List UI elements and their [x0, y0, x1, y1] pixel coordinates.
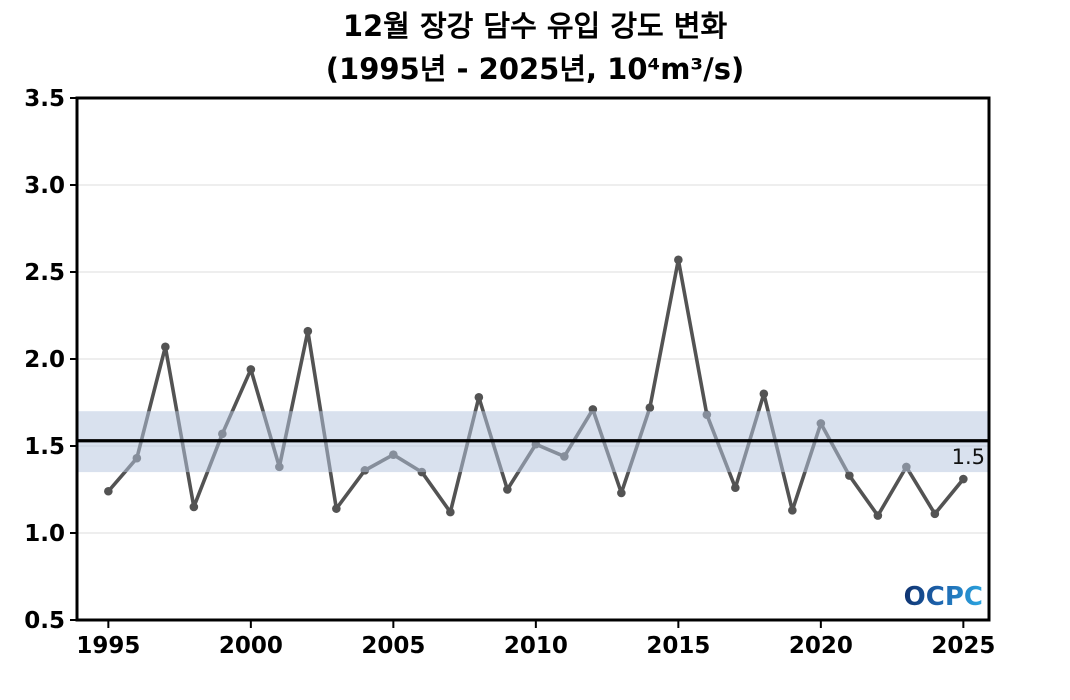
x-tick-label: 2010	[504, 633, 568, 659]
data-point	[930, 509, 940, 519]
y-tick-label: 3.5	[24, 86, 65, 112]
data-point	[845, 471, 854, 480]
data-point	[446, 507, 455, 517]
data-point	[617, 488, 626, 498]
y-tick-label: 1.0	[24, 521, 65, 547]
data-point	[104, 486, 113, 496]
y-tick-label: 3.0	[24, 173, 65, 199]
data-point	[189, 502, 199, 512]
chart-title: 12월 장강 담수 유입 강도 변화 (1995년 - 2025년, 10⁴m³…	[0, 5, 1070, 91]
data-point	[246, 365, 256, 374]
data-point	[645, 403, 655, 413]
data-point	[959, 474, 968, 484]
y-tick-label: 2.0	[24, 347, 65, 373]
x-tick-label: 1995	[76, 633, 140, 659]
y-tick-label: 0.5	[24, 608, 65, 634]
x-tick-label: 2015	[646, 633, 710, 659]
chart-title-line1: 12월 장강 담수 유입 강도 변화	[342, 9, 728, 43]
data-point	[731, 483, 740, 493]
mean-line-label: 1.5	[952, 445, 985, 469]
x-tick-label: 2025	[931, 633, 995, 659]
plot-border	[75, 96, 991, 622]
y-tick-label: 1.5	[24, 434, 65, 460]
data-point	[759, 389, 769, 399]
data-point	[332, 504, 341, 513]
data-point	[503, 485, 512, 494]
data-point	[674, 255, 683, 265]
x-tick-label: 2000	[219, 633, 283, 659]
y-tick-label: 2.5	[24, 260, 65, 286]
data-point	[474, 392, 484, 402]
data-point	[303, 326, 313, 336]
x-tick-label: 2020	[789, 633, 853, 659]
data-point	[873, 511, 883, 520]
data-point	[788, 506, 797, 515]
ocpc-logo: OCPC	[897, 582, 983, 612]
data-point	[161, 342, 170, 352]
chart-title-line2: (1995년 - 2025년, 10⁴m³/s)	[325, 52, 745, 86]
data-series-line	[106, 258, 966, 518]
x-tick-label: 2005	[361, 633, 425, 659]
